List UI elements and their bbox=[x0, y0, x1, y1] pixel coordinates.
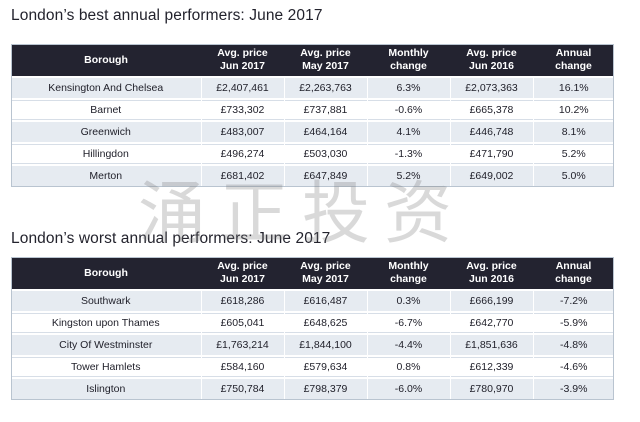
price-cell: £798,379 bbox=[284, 377, 368, 399]
change-cell: -6.7% bbox=[367, 311, 451, 334]
price-cell: £642,770 bbox=[450, 311, 534, 334]
price-cell: £666,199 bbox=[450, 289, 534, 312]
table-row: Tower Hamlets £584,160 £579,634 0.8% £61… bbox=[11, 355, 614, 378]
price-cell: £2,263,763 bbox=[284, 76, 368, 99]
change-cell: -4.8% bbox=[533, 333, 614, 356]
change-cell: 10.2% bbox=[533, 98, 614, 121]
price-cell: £647,849 bbox=[284, 164, 368, 186]
header-avg-price-jun-2017: Avg. price Jun 2017 bbox=[201, 257, 284, 290]
header-annual-change: Annual change bbox=[533, 44, 614, 77]
price-cell: £750,784 bbox=[201, 377, 285, 399]
header-borough: Borough bbox=[11, 257, 201, 290]
price-cell: £464,164 bbox=[284, 120, 368, 143]
worst-performers-title: London’s worst annual performers: June 2… bbox=[11, 230, 331, 247]
price-cell: £2,073,363 bbox=[450, 76, 534, 99]
change-cell: 5.2% bbox=[533, 142, 614, 165]
borough-cell: Kingston upon Thames bbox=[11, 311, 202, 334]
price-cell: £2,407,461 bbox=[201, 76, 285, 99]
header-monthly-change: Monthly change bbox=[367, 44, 450, 77]
change-cell: -4.6% bbox=[533, 355, 614, 378]
price-cell: £665,378 bbox=[450, 98, 534, 121]
borough-cell: Greenwich bbox=[11, 120, 202, 143]
table-row: Merton £681,402 £647,849 5.2% £649,002 5… bbox=[11, 164, 614, 186]
price-cell: £1,851,636 bbox=[450, 333, 534, 356]
price-cell: £579,634 bbox=[284, 355, 368, 378]
table-row: City Of Westminster £1,763,214 £1,844,10… bbox=[11, 333, 614, 356]
header-avg-price-may-2017: Avg. price May 2017 bbox=[284, 257, 367, 290]
worst-performers-table: Borough Avg. price Jun 2017 Avg. price May… bbox=[11, 257, 614, 399]
change-cell: 5.2% bbox=[367, 164, 451, 186]
change-cell: -3.9% bbox=[533, 377, 614, 399]
best-performers-title: London’s best annual performers: June 20… bbox=[11, 7, 323, 24]
borough-cell: Barnet bbox=[11, 98, 202, 121]
change-cell: 0.8% bbox=[367, 355, 451, 378]
change-cell: -1.3% bbox=[367, 142, 451, 165]
price-cell: £584,160 bbox=[201, 355, 285, 378]
header-annual-change: Annual change bbox=[533, 257, 614, 290]
price-cell: £737,881 bbox=[284, 98, 368, 121]
change-cell: 0.3% bbox=[367, 289, 451, 312]
header-avg-price-jun-2016: Avg. price Jun 2016 bbox=[450, 257, 533, 290]
table-row: Islington £750,784 £798,379 -6.0% £780,9… bbox=[11, 377, 614, 399]
price-cell: £618,286 bbox=[201, 289, 285, 312]
price-cell: £471,790 bbox=[450, 142, 534, 165]
change-cell: -4.4% bbox=[367, 333, 451, 356]
price-cell: £503,030 bbox=[284, 142, 368, 165]
price-cell: £496,274 bbox=[201, 142, 285, 165]
table-row: Barnet £733,302 £737,881 -0.6% £665,378 … bbox=[11, 98, 614, 121]
header-avg-price-jun-2016: Avg. price Jun 2016 bbox=[450, 44, 533, 77]
borough-cell: Hillingdon bbox=[11, 142, 202, 165]
change-cell: -7.2% bbox=[533, 289, 614, 312]
borough-cell: Tower Hamlets bbox=[11, 355, 202, 378]
price-cell: £733,302 bbox=[201, 98, 285, 121]
change-cell: -0.6% bbox=[367, 98, 451, 121]
table-row: Kensington And Chelsea £2,407,461 £2,263… bbox=[11, 76, 614, 99]
price-cell: £649,002 bbox=[450, 164, 534, 186]
price-cell: £483,007 bbox=[201, 120, 285, 143]
price-cell: £780,970 bbox=[450, 377, 534, 399]
best-performers-table: Borough Avg. price Jun 2017 Avg. price May… bbox=[11, 44, 614, 186]
header-monthly-change: Monthly change bbox=[367, 257, 450, 290]
borough-cell: Kensington And Chelsea bbox=[11, 76, 202, 99]
header-avg-price-jun-2017: Avg. price Jun 2017 bbox=[201, 44, 284, 77]
table-header-row: Borough Avg. price Jun 2017 Avg. price May… bbox=[11, 44, 614, 77]
change-cell: 5.0% bbox=[533, 164, 614, 186]
price-cell: £1,844,100 bbox=[284, 333, 368, 356]
borough-cell: Merton bbox=[11, 164, 202, 186]
table-row: Greenwich £483,007 £464,164 4.1% £446,74… bbox=[11, 120, 614, 143]
change-cell: -5.9% bbox=[533, 311, 614, 334]
price-cell: £648,625 bbox=[284, 311, 368, 334]
borough-cell: Islington bbox=[11, 377, 202, 399]
price-cell: £612,339 bbox=[450, 355, 534, 378]
change-cell: 4.1% bbox=[367, 120, 451, 143]
header-avg-price-may-2017: Avg. price May 2017 bbox=[284, 44, 367, 77]
change-cell: 8.1% bbox=[533, 120, 614, 143]
price-cell: £681,402 bbox=[201, 164, 285, 186]
table-row: Southwark £618,286 £616,487 0.3% £666,19… bbox=[11, 289, 614, 312]
price-cell: £605,041 bbox=[201, 311, 285, 334]
price-cell: £446,748 bbox=[450, 120, 534, 143]
change-cell: 16.1% bbox=[533, 76, 614, 99]
table-header-row: Borough Avg. price Jun 2017 Avg. price May… bbox=[11, 257, 614, 290]
price-cell: £1,763,214 bbox=[201, 333, 285, 356]
table-row: Hillingdon £496,274 £503,030 -1.3% £471,… bbox=[11, 142, 614, 165]
change-cell: 6.3% bbox=[367, 76, 451, 99]
header-borough: Borough bbox=[11, 44, 201, 77]
table-row: Kingston upon Thames £605,041 £648,625 -… bbox=[11, 311, 614, 334]
price-cell: £616,487 bbox=[284, 289, 368, 312]
borough-cell: Southwark bbox=[11, 289, 202, 312]
change-cell: -6.0% bbox=[367, 377, 451, 399]
borough-cell: City Of Westminster bbox=[11, 333, 202, 356]
